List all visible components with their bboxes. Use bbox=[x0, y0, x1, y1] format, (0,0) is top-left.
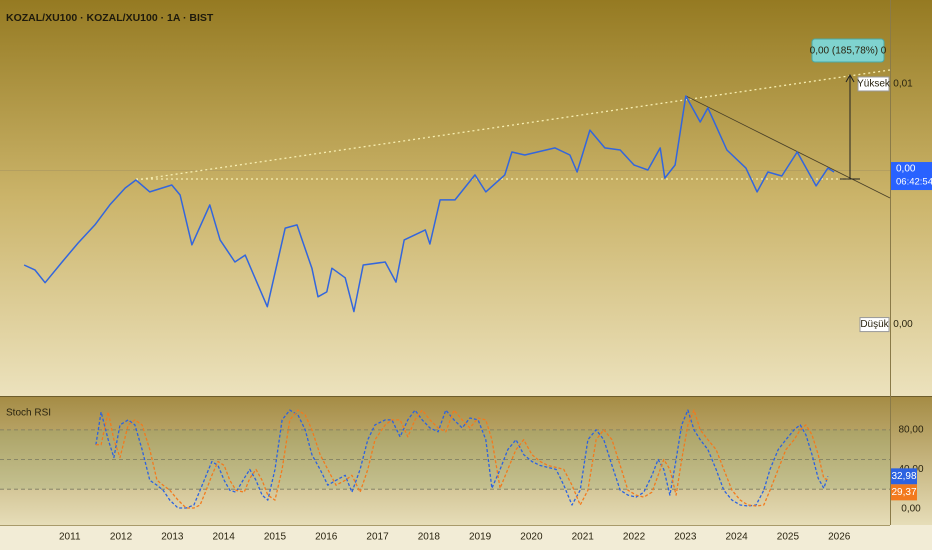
x-tick-label: 2026 bbox=[828, 532, 851, 543]
main-pane bbox=[0, 0, 932, 396]
x-tick-label: 2020 bbox=[520, 532, 543, 543]
price-line bbox=[23, 95, 835, 313]
x-tick-label: 2018 bbox=[418, 532, 441, 543]
measure-arrow bbox=[845, 73, 855, 83]
x-tick-label: 2016 bbox=[315, 532, 338, 543]
trend-line-down bbox=[685, 95, 891, 199]
x-tick-label: 2015 bbox=[264, 532, 287, 543]
x-tick-label: 2021 bbox=[572, 532, 595, 543]
last-value-label: 29,37 bbox=[891, 487, 916, 498]
x-tick-label: 2017 bbox=[366, 532, 389, 543]
high-label: 0,01 bbox=[893, 79, 913, 90]
series-line bbox=[95, 409, 829, 509]
countdown: 06:42:54 bbox=[896, 177, 932, 188]
last-price-box bbox=[891, 162, 932, 191]
y-tick-label: 80,00 bbox=[898, 424, 923, 435]
trend-line-upper bbox=[135, 69, 891, 181]
high-name: Yüksek bbox=[857, 79, 891, 90]
x-tick-label: 2011 bbox=[59, 532, 81, 543]
y-tick-label: 0,00 bbox=[901, 504, 921, 515]
low-name-box bbox=[859, 317, 890, 333]
x-tick-label: 2019 bbox=[469, 532, 492, 543]
last-price: 0,00 bbox=[896, 164, 916, 175]
x-tick-label: 2013 bbox=[161, 532, 184, 543]
series-line bbox=[95, 409, 829, 509]
x-tick-label: 2014 bbox=[213, 532, 236, 543]
time-axis bbox=[0, 525, 932, 550]
measure-label-box bbox=[811, 38, 885, 63]
x-tick-label: 2022 bbox=[623, 532, 646, 543]
x-tick-label: 2025 bbox=[777, 532, 800, 543]
indicator-title: Stoch RSI bbox=[6, 408, 51, 419]
last-value-label: 32,98 bbox=[891, 471, 916, 482]
high-name-box bbox=[857, 76, 890, 92]
stoch-pane bbox=[0, 397, 932, 525]
low-label: 0,00 bbox=[893, 319, 913, 330]
x-tick-label: 2023 bbox=[674, 532, 697, 543]
low-name: Düşük bbox=[860, 319, 889, 330]
x-tick-label: 2024 bbox=[725, 532, 748, 543]
measure-label: 0,00 (185,78%) 0 bbox=[810, 46, 887, 57]
x-tick-label: 2012 bbox=[110, 532, 133, 543]
last-value-box bbox=[891, 484, 917, 501]
chart-title: KOZAL/XU100 · KOZAL/XU100 · 1A · BIST bbox=[6, 12, 214, 24]
last-value-box bbox=[891, 468, 917, 485]
